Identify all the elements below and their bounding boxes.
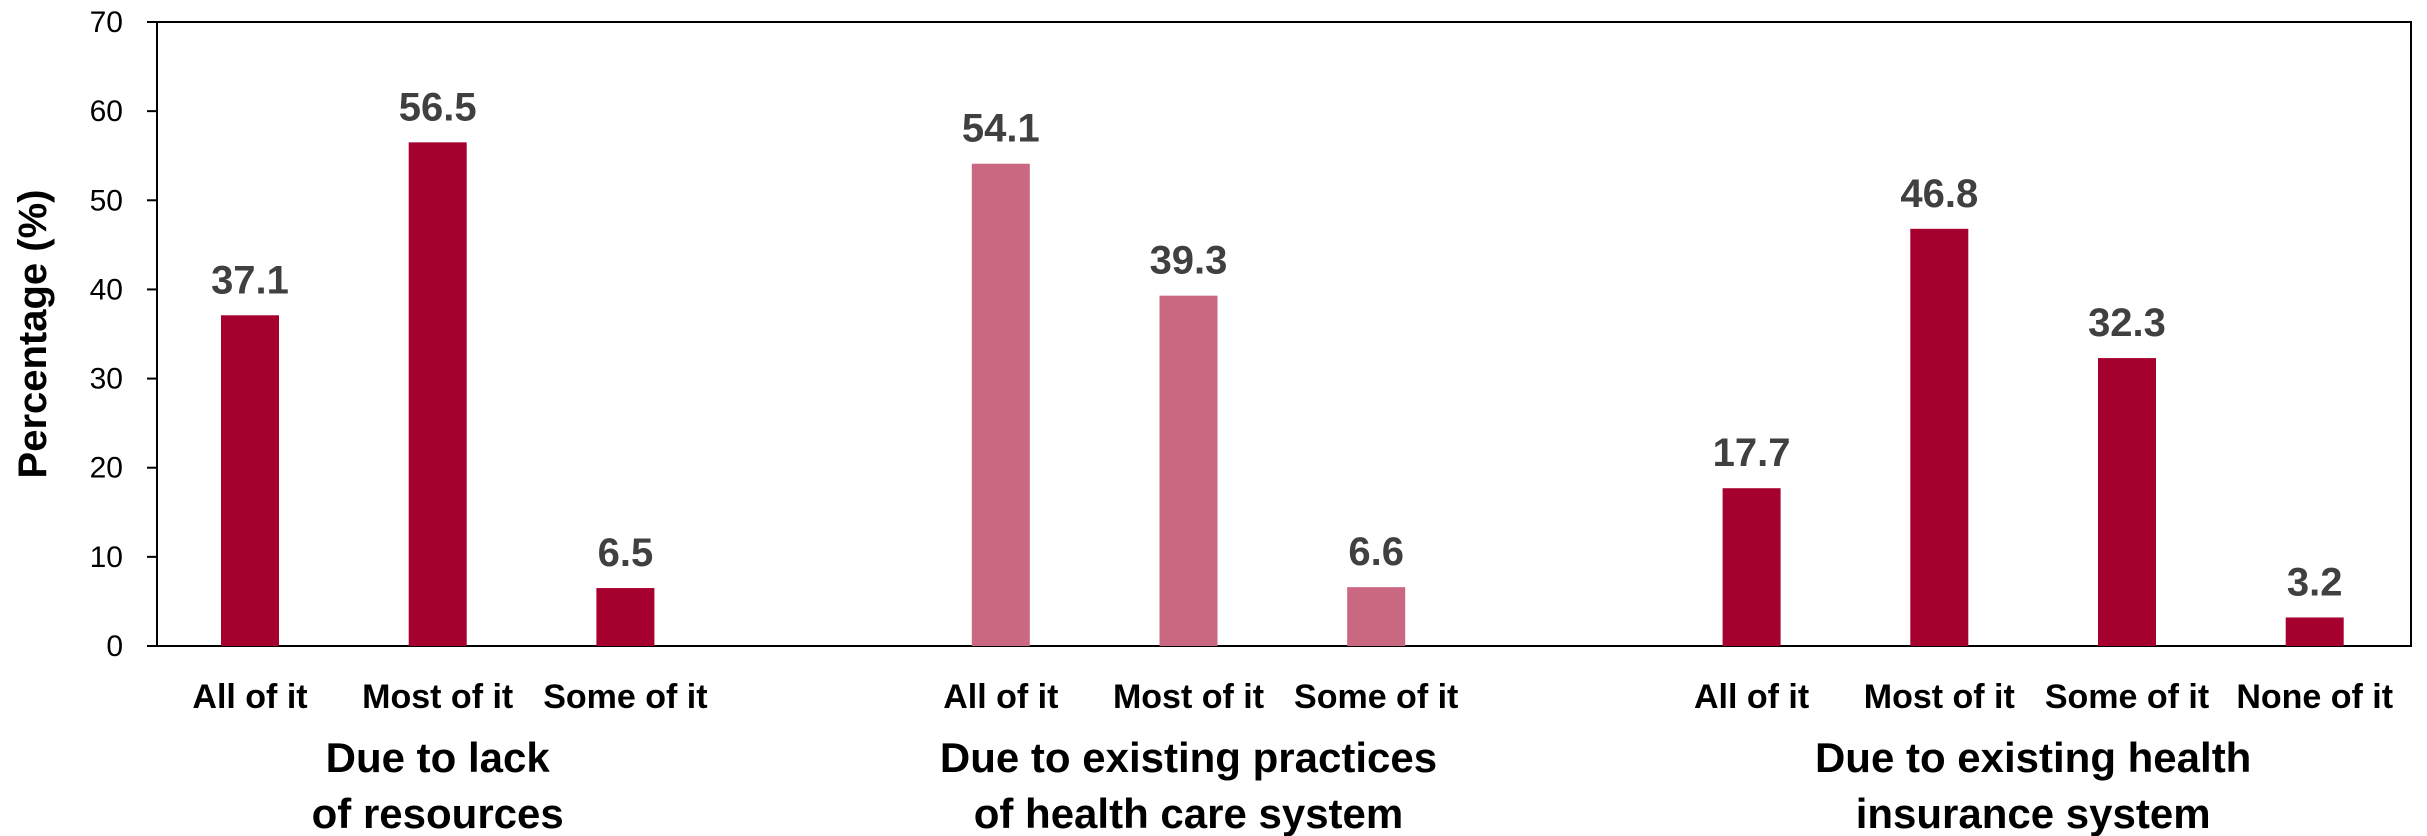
bar: [971, 163, 1030, 647]
data-label: 6.6: [1348, 530, 1404, 574]
data-label: 56.5: [399, 85, 477, 129]
bar: [596, 588, 655, 646]
y-tick-label: 10: [90, 541, 123, 574]
bar: [2098, 358, 2156, 646]
group-label: Due to lack: [326, 734, 551, 781]
category-label: Some of it: [2045, 678, 2209, 716]
bar: [1347, 587, 1406, 646]
category-label: Most of it: [362, 678, 513, 716]
y-tick-label: 20: [90, 452, 123, 485]
category-label: All of it: [1694, 678, 1809, 716]
data-label: 39.3: [1150, 239, 1228, 283]
category-label: None of it: [2236, 678, 2393, 716]
y-axis-title: Percentage (%): [11, 190, 55, 479]
y-tick-label: 40: [90, 273, 123, 306]
data-label: 32.3: [2088, 301, 2166, 345]
category-label: All of it: [943, 678, 1058, 716]
y-tick-label: 0: [106, 630, 123, 663]
y-tick-label: 70: [90, 6, 123, 39]
bar: [1159, 295, 1218, 646]
bar: [1722, 488, 1781, 646]
bar: [221, 315, 279, 646]
group-label: of resources: [312, 790, 564, 836]
y-tick-label: 50: [90, 184, 123, 217]
category-label: Some of it: [1294, 678, 1458, 716]
data-label: 54.1: [962, 107, 1040, 151]
data-label: 3.2: [2287, 560, 2343, 604]
y-axis: 0 10 20 30 40 50 60 70: [90, 6, 157, 663]
data-label: 37.1: [211, 258, 289, 302]
category-label: Some of it: [543, 678, 707, 716]
plot-area: [156, 21, 2412, 647]
bar: [408, 142, 467, 647]
category-label: All of it: [192, 678, 307, 716]
bar: [2285, 617, 2344, 646]
group-label: insurance system: [1856, 790, 2211, 836]
y-tick-label: 30: [90, 363, 123, 396]
data-label: 6.5: [598, 531, 654, 575]
data-label: 46.8: [1900, 172, 1978, 216]
group-label: Due to existing practices: [940, 734, 1437, 781]
category-label: Most of it: [1864, 678, 2015, 716]
bar: [1910, 228, 1969, 646]
y-tick-label: 60: [90, 95, 123, 128]
data-label: 17.7: [1713, 431, 1791, 475]
bars: [221, 142, 2344, 647]
labels: 37.1 All of it 56.5 Most of it 6.5 Some of it…: [192, 85, 2393, 836]
group-label: Due to existing health: [1815, 734, 2251, 781]
group-label: of health care system: [974, 790, 1404, 836]
category-label: Most of it: [1113, 678, 1264, 716]
